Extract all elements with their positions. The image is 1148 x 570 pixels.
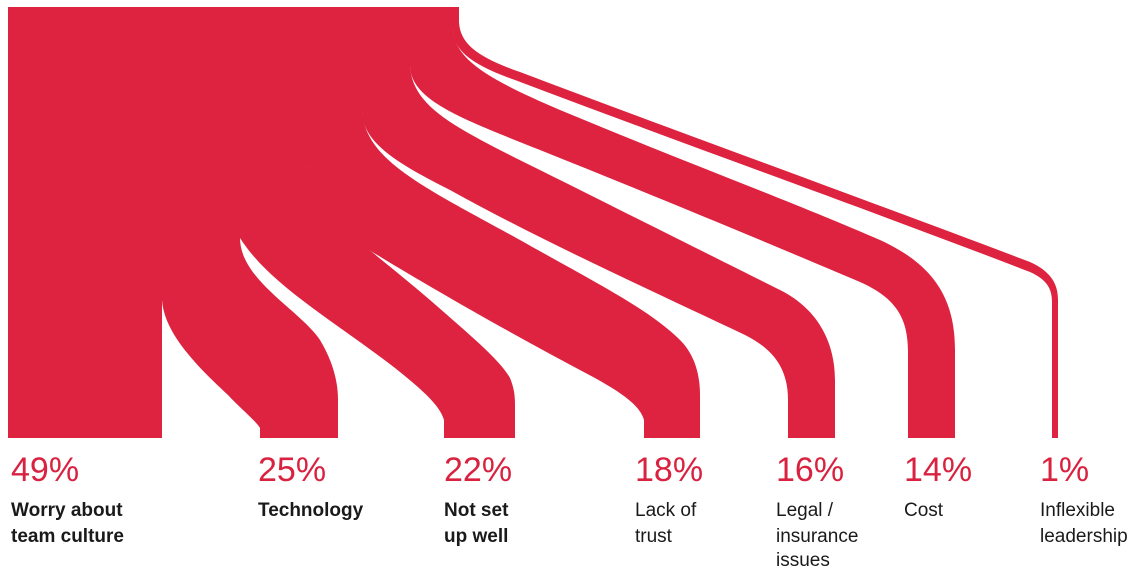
category-label-line: insurance [776,526,858,547]
value-label-inflexible-leadership: 1% [1040,451,1089,489]
flow-band-cost [410,7,955,438]
category-label-line: Not set [444,500,509,521]
category-label-line: Lack of [635,500,697,521]
category-value-labels: 49% 25% 22% 18% 16% 14% 1% [11,451,1089,489]
category-label-line: team culture [11,526,124,547]
category-label-line: Worry about [11,500,123,521]
value-label-worry: 49% [11,451,79,489]
value-label-cost: 14% [904,451,972,489]
category-label-line: issues [776,550,830,570]
value-label-not-set-up-well: 22% [444,451,512,489]
value-label-legal: 16% [776,451,844,489]
category-label-line: trust [635,526,673,547]
flow-band-legal-insurance-issues [362,7,835,438]
flow-bands [8,7,1058,438]
category-label-line: Technology [258,500,364,521]
category-label-line: up well [444,526,508,547]
flow-band-lack-of-trust [306,7,700,438]
flow-band-not-set-up-well [240,7,515,438]
value-label-technology: 25% [258,451,326,489]
category-name-labels: Worry about team culture Technology Not … [11,500,1128,570]
flow-band-technology [162,7,338,438]
category-label-line: Legal / [776,500,834,521]
flow-band-worry-about-team-culture [8,7,162,438]
category-label-line: Inflexible [1040,500,1115,521]
category-label-line: Cost [904,500,944,521]
value-label-lack-of-trust: 18% [635,451,703,489]
category-label-line: leadership [1040,526,1128,547]
